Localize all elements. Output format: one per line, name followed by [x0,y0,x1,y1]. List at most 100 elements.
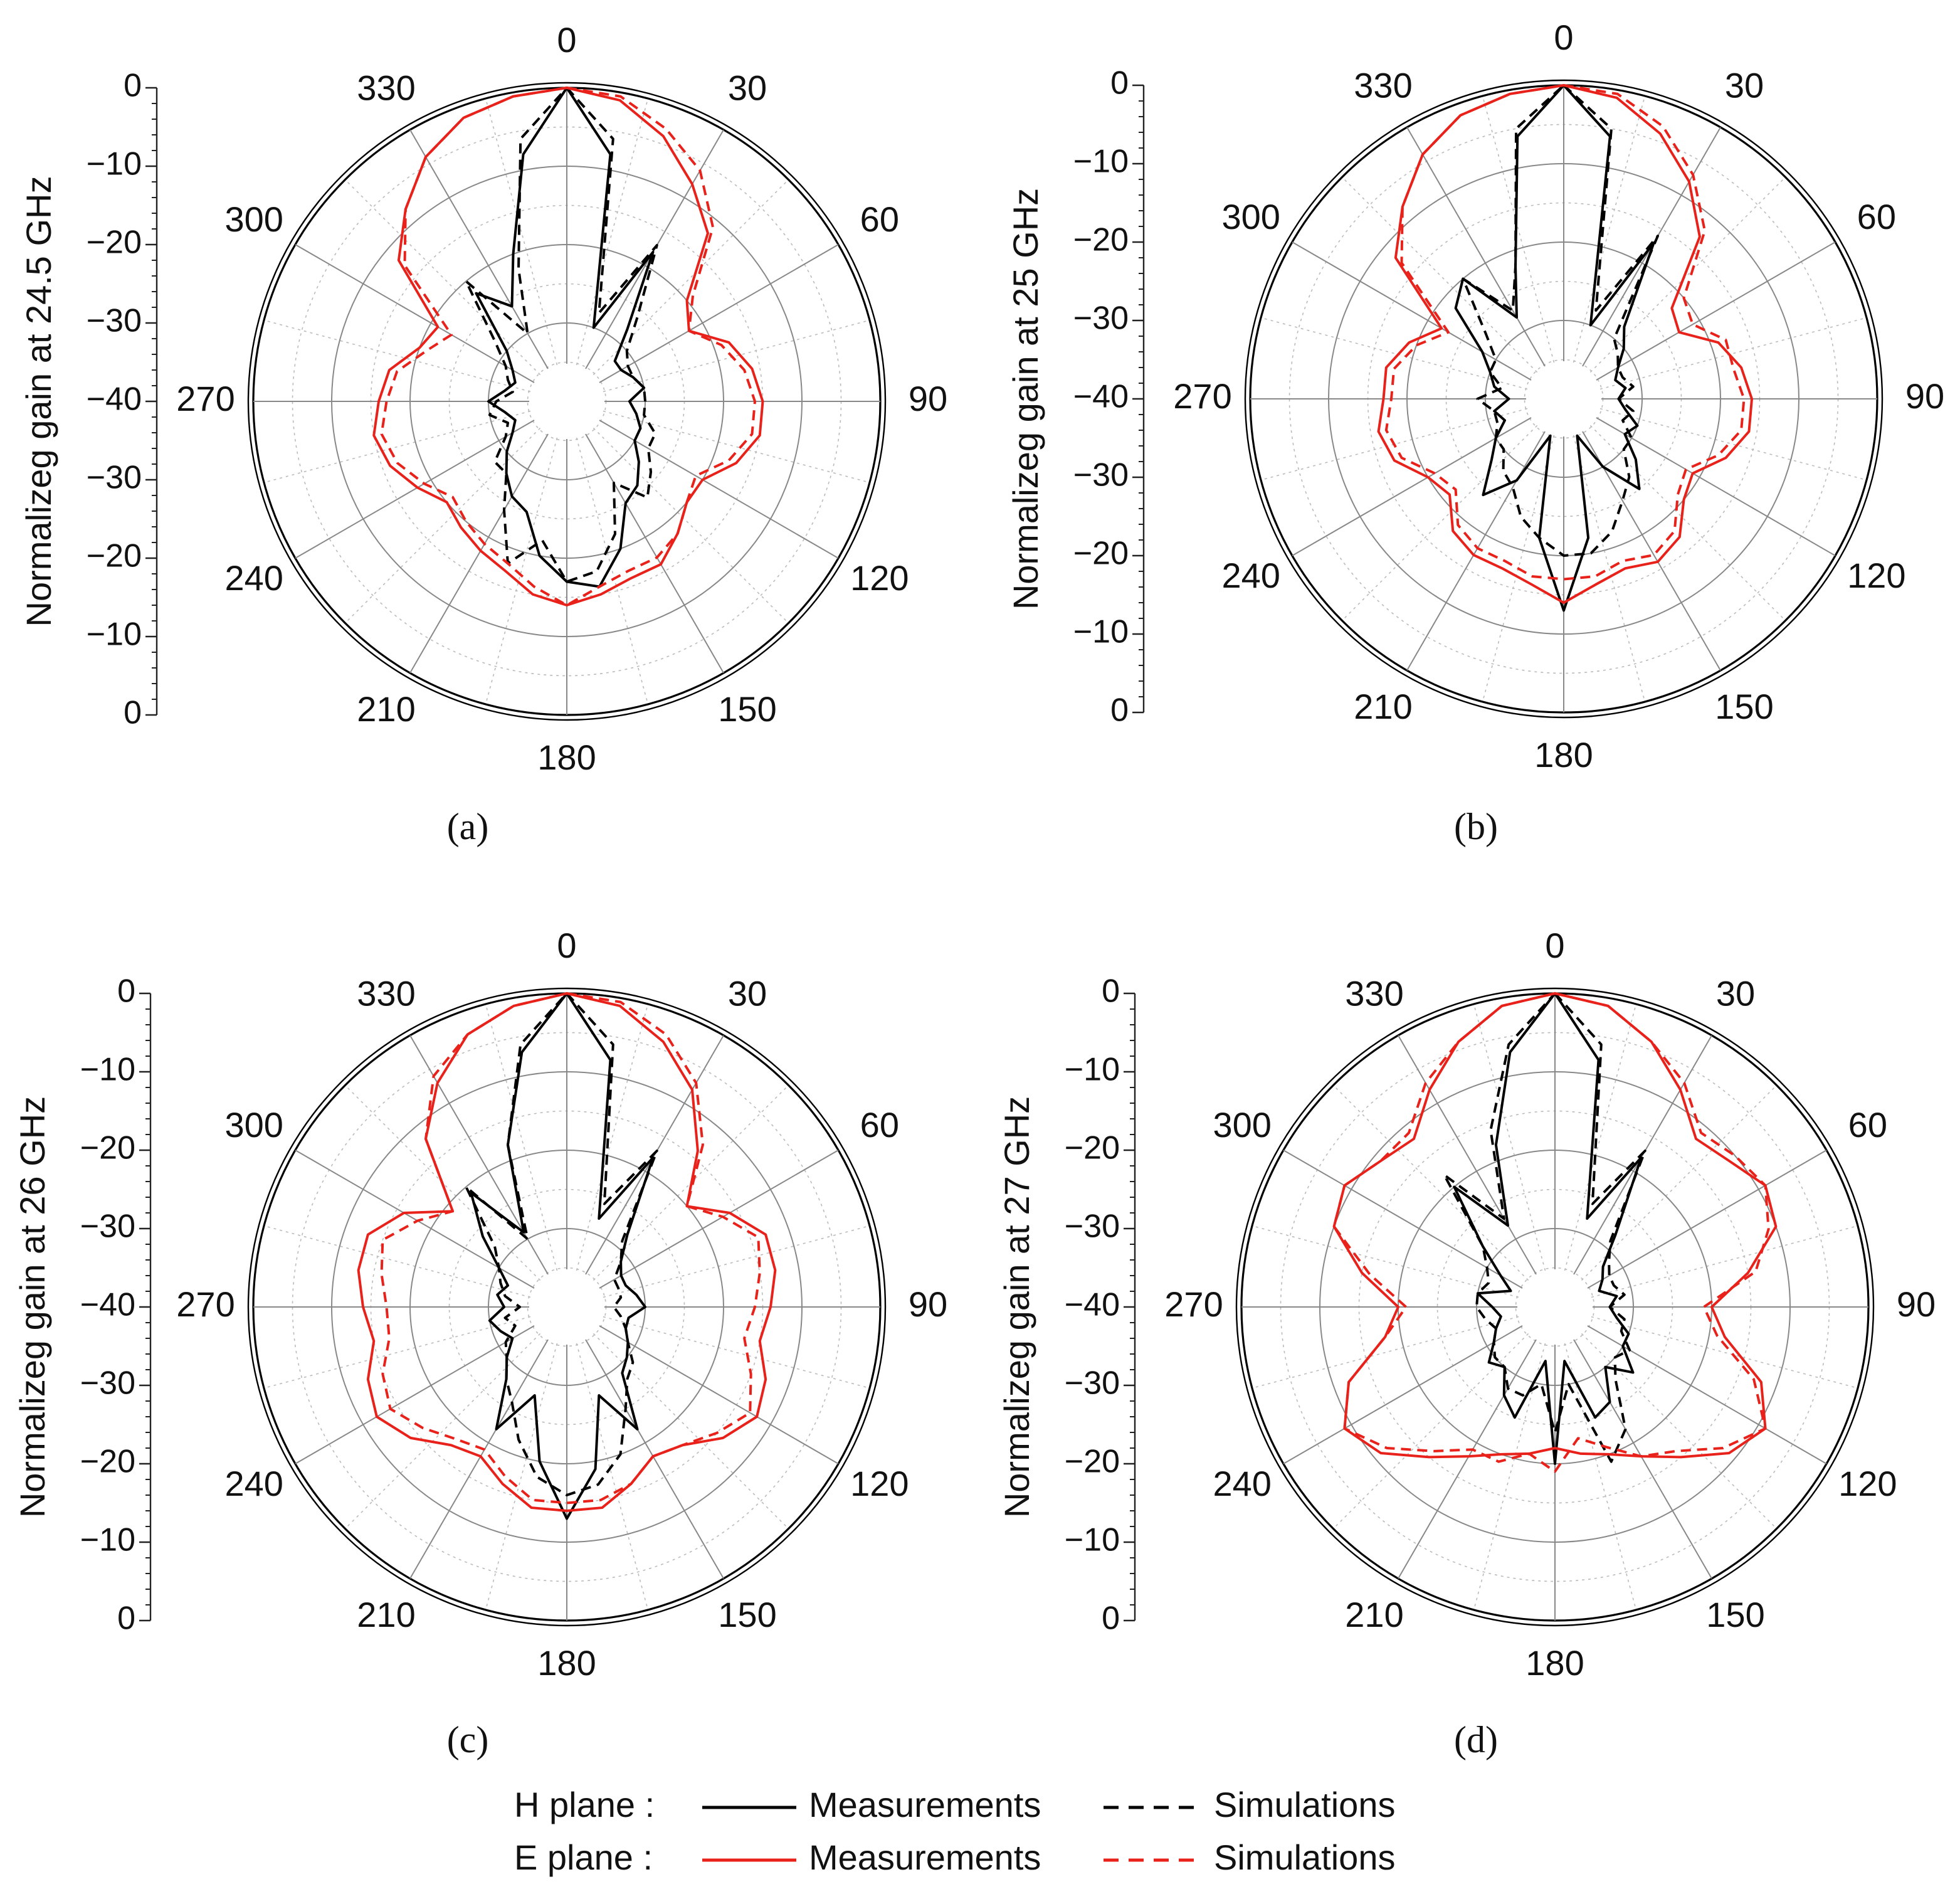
series-line [1332,992,1770,1473]
r-tick-label: −10 [1073,144,1129,180]
series-line [465,87,658,583]
theta-tick-label: 60 [1848,1105,1887,1145]
minor-grid-spoke [1599,408,1867,481]
theta-grid-spoke [295,1325,535,1464]
theta-tick-label: 120 [850,558,909,598]
theta-tick-label: 300 [1213,1105,1271,1145]
minor-grid-spoke [576,437,649,705]
r-tick-label: 0 [117,1600,135,1637]
caption: (c) [447,1719,489,1760]
theta-tick-label: 150 [1706,1595,1764,1634]
theta-tick-label: 90 [1905,376,1944,416]
outer-ring [247,987,887,1627]
theta-tick-label: 90 [1897,1284,1936,1324]
r-tick-label: −40 [1073,379,1129,415]
r-tick-label: −10 [80,1522,135,1558]
series-line [1443,992,1647,1463]
theta-tick-label: 240 [1221,556,1280,595]
minor-grid-spoke [263,1316,531,1389]
theta-tick-label: 30 [728,973,767,1013]
theta-tick-label: 150 [1715,687,1773,726]
outer-ring [1235,987,1875,1627]
minor-grid-spoke [1564,1003,1637,1271]
r-axis-title: Normalizeg gain at 27 GHz [997,1096,1036,1518]
outer-ring [247,82,887,721]
polar-chart: −40 −30 −30 −20 −20 −10 −10 0 0 0 30 60 90 120 150 180 2… [997,926,1936,1760]
theta-tick-label: 330 [357,973,415,1013]
r-tick-label: −20 [80,1444,135,1480]
theta-tick-label: 210 [1345,1595,1403,1634]
minor-grid-spoke [1589,425,1786,622]
theta-grid-spoke [295,244,535,383]
series-line [475,87,655,588]
r-axis-title: Normalizeg gain at 25 GHz [1006,188,1045,610]
theta-tick-label: 180 [1525,1643,1584,1683]
caption: (d) [1454,1719,1498,1760]
r-tick-label: −30 [1065,1209,1120,1245]
minor-grid-spoke [344,427,541,624]
theta-grid-spoke [599,1150,839,1289]
minor-grid-spoke [593,427,789,624]
theta-tick-label: 30 [1716,973,1755,1013]
theta-grid-spoke [1406,431,1546,671]
theta-grid-spoke [1292,417,1532,556]
theta-tick-label: 240 [224,1464,283,1503]
minor-grid-spoke [1573,435,1646,702]
r-tick-label: −20 [1065,1130,1120,1166]
theta-tick-label: 180 [537,1643,596,1683]
theta-tick-label: 330 [1354,65,1412,105]
r-tick-label: −40 [80,1287,135,1323]
polar-chart: −40 −30 −30 −20 −20 −10 −10 0 0 0 30 60 90 120 150 180 2… [1006,18,1944,847]
legend-label: Measurements [809,1785,1041,1824]
theta-tick-label: 300 [1221,197,1280,236]
r-tick-label: 0 [1110,65,1129,102]
r-tick-label: 0 [117,973,135,1010]
minor-grid-spoke [1573,95,1646,363]
r-tick-label: −10 [1065,1522,1120,1558]
r-tick-label: −40 [87,381,142,418]
r-tick-label: −30 [1065,1365,1120,1402]
minor-grid-spoke [1332,1333,1529,1530]
legend-row-label: H plane : [514,1785,655,1824]
minor-grid-spoke [1482,95,1555,363]
legend-label: Measurements [809,1838,1041,1877]
minor-grid-spoke [485,437,558,705]
minor-grid-spoke [263,410,531,484]
caption: (a) [447,806,489,847]
theta-tick-label: 210 [357,689,415,729]
polar-chart: −40 −30 −30 −20 −20 −10 −10 0 0 0 30 60 90 120 150 180 2… [13,926,947,1760]
theta-tick-label: 300 [224,199,283,239]
minor-grid-spoke [593,179,789,376]
minor-grid-spoke [1589,176,1786,373]
minor-grid-spoke [576,1003,649,1271]
theta-tick-label: 120 [850,1464,909,1503]
minor-grid-spoke [344,179,541,376]
r-tick-label: −10 [1065,1052,1120,1088]
legend-row-label: E plane : [514,1838,653,1877]
legend-label: Simulations [1214,1785,1395,1824]
legend-label: Simulations [1214,1838,1395,1877]
r-tick-label: 0 [1102,1600,1120,1637]
theta-tick-label: 240 [224,558,283,598]
theta-grid-spoke [295,1150,535,1289]
minor-grid-spoke [593,1333,789,1530]
minor-grid-spoke [1251,1316,1519,1389]
theta-tick-label: 120 [1847,556,1905,595]
series-line [357,992,777,1512]
caption: (b) [1454,806,1498,847]
r-tick-label: −10 [87,146,142,182]
theta-grid-spoke [1573,1339,1712,1579]
theta-grid-spoke [1582,431,1721,671]
theta-grid-spoke [1406,127,1546,367]
r-tick-label: 0 [1102,973,1120,1010]
theta-grid-spoke [1398,1339,1537,1579]
r-tick-label: −40 [1065,1287,1120,1323]
theta-tick-label: 270 [176,1284,234,1324]
theta-tick-label: 60 [860,199,899,239]
outer-ring [1244,79,1884,719]
theta-grid-spoke [599,420,839,559]
minor-grid-spoke [1564,1343,1637,1611]
r-tick-label: −20 [1073,222,1129,258]
theta-tick-label: 120 [1838,1464,1897,1503]
minor-grid-spoke [344,1333,541,1530]
